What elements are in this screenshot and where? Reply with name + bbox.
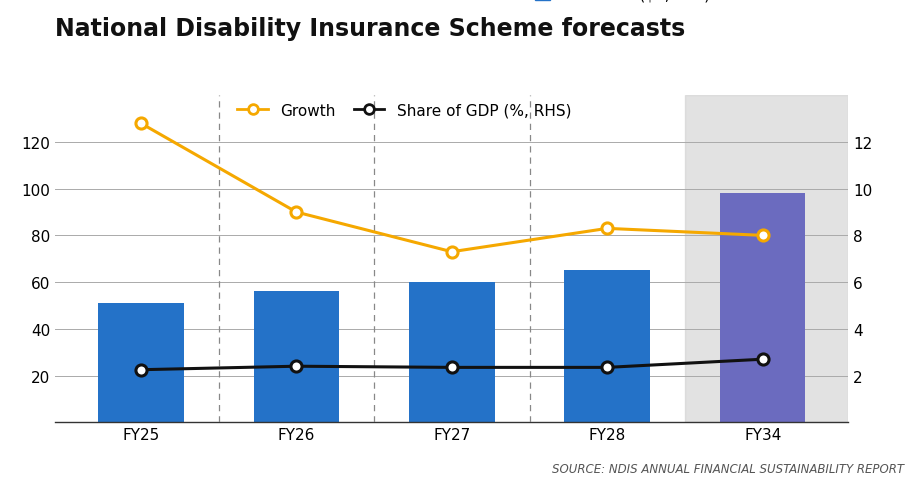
Bar: [720, 194, 806, 422]
Bar: [564, 271, 650, 422]
Legend: Growth, Share of GDP (%, RHS): Growth, Share of GDP (%, RHS): [237, 104, 571, 119]
Text: National Disability Insurance Scheme forecasts: National Disability Insurance Scheme for…: [55, 17, 686, 41]
Text: SOURCE: NDIS ANNUAL FINANCIAL SUSTAINABILITY REPORT: SOURCE: NDIS ANNUAL FINANCIAL SUSTAINABI…: [551, 462, 904, 475]
Bar: [409, 283, 494, 422]
Bar: [685, 96, 848, 422]
Bar: [254, 292, 339, 422]
Bar: [98, 303, 183, 422]
